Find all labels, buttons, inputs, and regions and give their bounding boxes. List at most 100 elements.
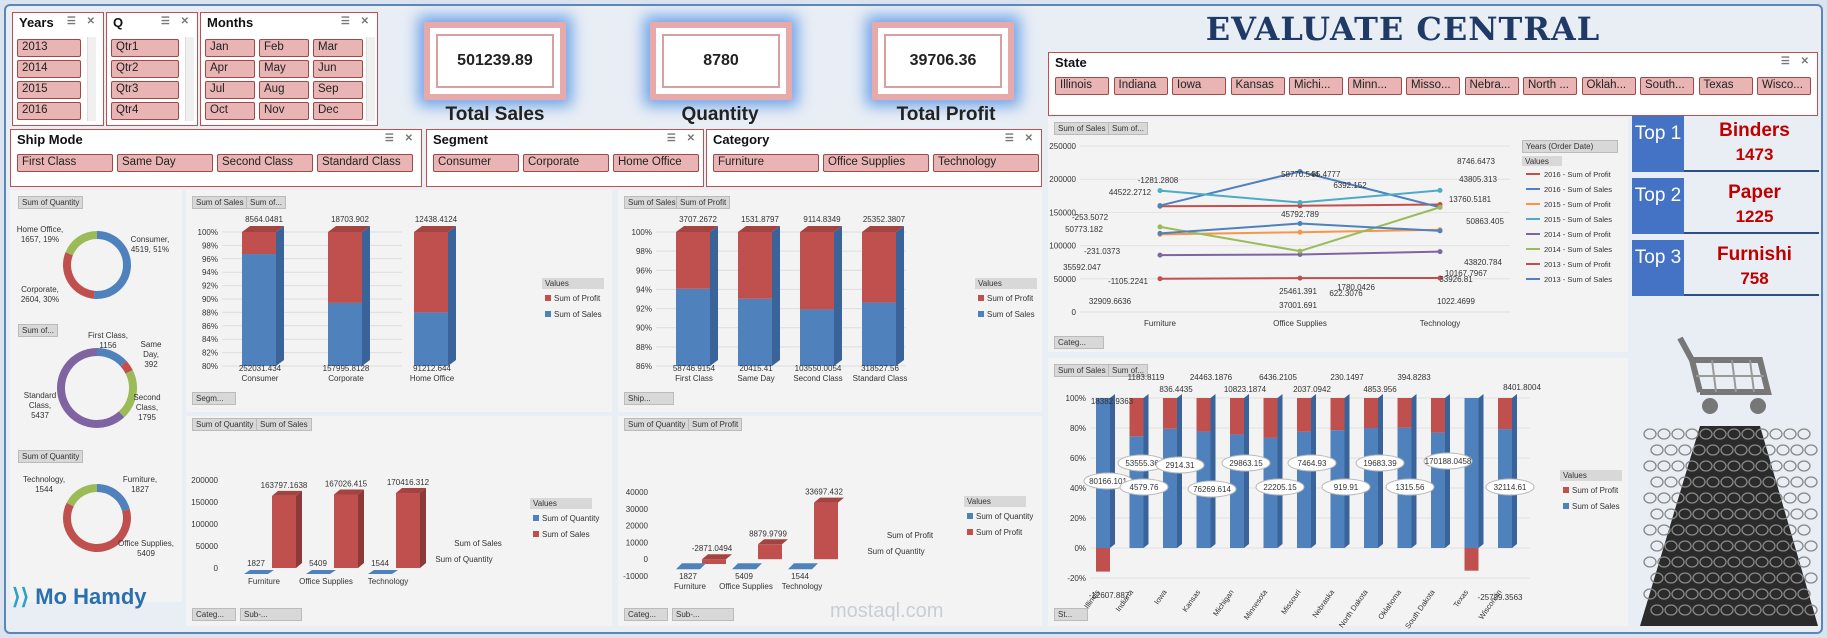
data-label: 58746.9154 [673, 364, 716, 373]
weave-pattern [1804, 572, 1818, 584]
month-chip[interactable]: Apr [205, 60, 255, 78]
month-chip[interactable]: Oct [205, 102, 255, 120]
filter-icons[interactable]: ☰ ✕ [340, 16, 373, 27]
ship-mode-chip[interactable]: Second Class [217, 154, 313, 172]
state-chip[interactable]: Illinois [1055, 77, 1109, 95]
state-chip[interactable]: South... [1640, 77, 1694, 95]
weave-pattern [1741, 460, 1755, 472]
years-chip[interactable]: 2016 [17, 102, 81, 120]
weave-pattern [1804, 476, 1818, 488]
segment-chip[interactable]: Home Office [613, 154, 699, 172]
state-chip[interactable]: Indiana [1113, 77, 1168, 95]
pivot-field-button[interactable]: Sum of Sales [1054, 364, 1110, 377]
years-chip[interactable]: 2015 [17, 81, 81, 99]
x-tick-label: Corporate [328, 374, 364, 383]
quarter-chip[interactable]: Qtr2 [111, 60, 179, 78]
bar-side [834, 226, 842, 366]
ship-mode-chip[interactable]: Standard Class [317, 154, 413, 172]
y-tick-label: 80% [1070, 424, 1086, 433]
ship-mode-chip[interactable]: First Class [17, 154, 113, 172]
pivot-field-button[interactable]: Sum of... [246, 196, 287, 209]
state-chip[interactable]: Wisco... [1757, 77, 1811, 95]
months-scrollbar[interactable] [366, 37, 375, 121]
pivot-field-button[interactable]: Sum of Profit [676, 196, 731, 209]
weave-pattern [1769, 492, 1783, 504]
ship-mode-chip[interactable]: Same Day [117, 154, 213, 172]
quarter-chip[interactable]: Qtr1 [111, 39, 179, 57]
bar-segment-profit [862, 232, 896, 303]
data-label: 50863.405 [1466, 217, 1504, 226]
donut-label: Technology, [23, 475, 65, 484]
bar-side [362, 226, 370, 366]
month-chip[interactable]: May [259, 60, 309, 78]
state-chip[interactable]: North ... [1523, 77, 1577, 95]
month-chip[interactable]: Jan [205, 39, 255, 57]
bar-top [814, 497, 844, 503]
category-chip[interactable]: Furniture [713, 154, 819, 172]
filter-icons[interactable]: ☰ ✕ [1004, 133, 1037, 144]
month-chip[interactable]: Dec [313, 102, 363, 120]
years-scrollbar[interactable] [87, 37, 96, 121]
y-tick-label: -20% [1067, 574, 1086, 583]
logo-icon: ⟩⟩ [12, 584, 36, 609]
category-chip[interactable]: Office Supplies [823, 154, 929, 172]
pivot-field-dropdown[interactable]: Categ... [192, 608, 236, 621]
month-chip[interactable]: Jun [313, 60, 363, 78]
month-chip[interactable]: Jul [205, 81, 255, 99]
month-chip[interactable]: Aug [259, 81, 309, 99]
month-chip[interactable]: Feb [259, 39, 309, 57]
filter-icons[interactable]: ☰ ✕ [160, 16, 193, 27]
y-tick-label: 90% [636, 324, 652, 333]
pivot-field-dropdown[interactable]: Segm... [192, 392, 236, 405]
pivot-field-button[interactable]: Sum of Quantity [18, 196, 84, 209]
top-product-3: Top 3 Furnishi 758 [1632, 240, 1819, 296]
pivot-field-dropdown[interactable]: Ship... [624, 392, 674, 405]
state-slicer: State ☰ ✕ Illinois Indiana Iowa Kansas Michi.… [1048, 52, 1818, 116]
years-chip[interactable]: 2013 [17, 39, 81, 57]
month-chip[interactable]: Mar [313, 39, 363, 57]
pivot-field-dropdown[interactable]: Categ... [624, 608, 668, 621]
pivot-field-button[interactable]: Sum of Sales [624, 196, 680, 209]
state-chip[interactable]: Kansas [1230, 77, 1285, 95]
filter-icons[interactable]: ☰ ✕ [666, 133, 699, 144]
state-chip[interactable]: Iowa [1172, 77, 1226, 95]
pivot-field-button[interactable]: Sum of Quantity [18, 450, 84, 463]
y-tick-label: 88% [202, 308, 218, 317]
filter-icons[interactable]: ☰ ✕ [1780, 56, 1813, 67]
state-chip[interactable]: Nebra... [1464, 77, 1519, 95]
pivot-field-button[interactable]: Sum of... [18, 324, 59, 337]
y-tick-label: 92% [636, 305, 652, 314]
state-chip[interactable]: Misso... [1406, 77, 1460, 95]
pivot-field-button[interactable]: Sum of Sales [256, 418, 312, 431]
years-slicer: Years ☰ ✕ 2013 2014 2015 2016 [12, 12, 104, 126]
pivot-field-dropdown[interactable]: Sub-... [240, 608, 302, 621]
pivot-field-button[interactable]: Sum of Profit [688, 418, 743, 431]
category-chip[interactable]: Technology [933, 154, 1039, 172]
y-tick-label: 10000 [626, 538, 649, 547]
years-chip[interactable]: 2014 [17, 60, 81, 78]
filter-icons[interactable]: ☰ ✕ [384, 133, 417, 144]
segment-chip[interactable]: Consumer [433, 154, 519, 172]
state-chip[interactable]: Oklah... [1581, 77, 1636, 95]
quarter-scrollbar[interactable] [185, 37, 194, 121]
pivot-field-dropdown[interactable]: Categ... [1054, 336, 1104, 349]
quarter-chip[interactable]: Qtr4 [111, 102, 179, 120]
legend-title: Values [978, 279, 1002, 288]
pivot-field-dropdown[interactable]: St... [1054, 608, 1088, 621]
data-label: 1544 [371, 559, 389, 568]
state-chip[interactable]: Texas [1698, 77, 1753, 95]
pivot-field-button[interactable]: Sum of... [1108, 364, 1149, 377]
quarter-chip[interactable]: Qtr3 [111, 81, 179, 99]
pivot-field-button[interactable]: Sum of... [1108, 122, 1149, 135]
x-tick-label: Consumer [242, 374, 279, 383]
filter-icons[interactable]: ☰ ✕ [66, 16, 99, 27]
series-point [1297, 229, 1303, 235]
pivot-field-dropdown[interactable]: Sub-... [672, 608, 734, 621]
pivot-field-dropdown[interactable]: Years (Order Date) [1522, 140, 1618, 153]
state-chip[interactable]: Michi... [1289, 77, 1343, 95]
state-chip[interactable]: Minn... [1347, 77, 1402, 95]
segment-chip[interactable]: Corporate [523, 154, 609, 172]
weave-pattern [1692, 444, 1706, 456]
month-chip[interactable]: Sep [313, 81, 363, 99]
month-chip[interactable]: Nov [259, 102, 309, 120]
